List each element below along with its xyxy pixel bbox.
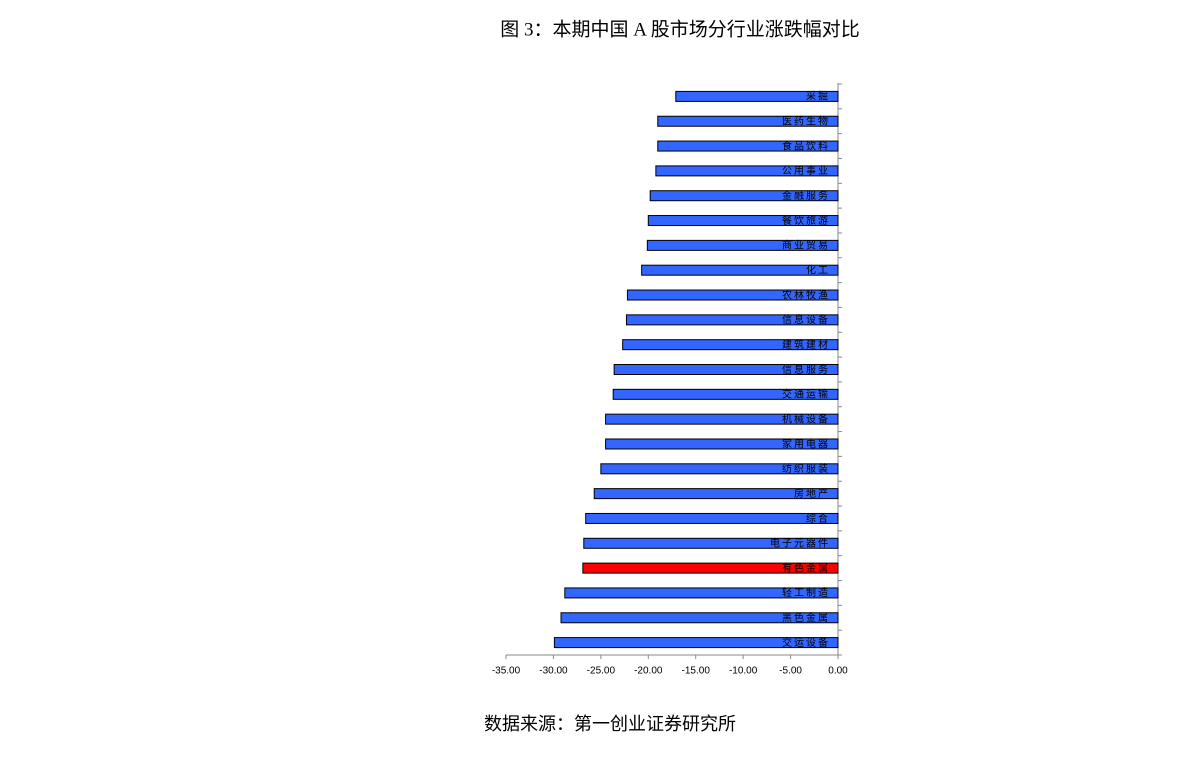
category-label: 轻工制造 <box>782 586 830 599</box>
bar <box>564 587 839 599</box>
category-label: 房地产 <box>794 487 830 500</box>
bar <box>593 488 839 500</box>
bar <box>657 140 839 152</box>
category-label: 电子元器件 <box>770 537 830 550</box>
category-label: 食品饮料 <box>782 139 830 152</box>
category-label: 餐饮旅游 <box>782 214 830 227</box>
category-label: 建筑建材 <box>782 338 830 351</box>
x-tick-label: -15.00 <box>682 666 711 677</box>
category-label: 机械设备 <box>782 412 830 425</box>
bar <box>582 562 839 574</box>
bar <box>613 364 839 375</box>
category-label: 信息服务 <box>782 363 830 376</box>
bar <box>657 115 839 127</box>
category-label: 交运设备 <box>782 636 830 649</box>
bar <box>675 90 839 102</box>
chart-title: 图 3：本期中国 A 股市场分行业涨跌幅对比 <box>500 18 859 40</box>
bar <box>560 612 839 624</box>
category-label: 家用电器 <box>782 437 830 450</box>
x-tick-label: 0.00 <box>828 666 848 677</box>
bar <box>646 239 839 251</box>
category-label: 黑色金属 <box>782 611 830 624</box>
bar <box>647 215 839 227</box>
category-label: 农林牧渔 <box>782 288 830 301</box>
category-label: 公用事业 <box>782 164 830 177</box>
bar <box>600 463 839 475</box>
bar <box>612 388 839 400</box>
bar <box>585 512 839 524</box>
category-label: 商业贸易 <box>782 239 830 252</box>
chart-source: 数据来源：第一创业证券研究所 <box>484 714 736 734</box>
category-label: 医药生物 <box>782 115 830 128</box>
x-tick-label: -25.00 <box>587 666 616 677</box>
bar <box>649 190 839 202</box>
category-label: 交通运输 <box>782 388 830 401</box>
bar <box>625 314 839 326</box>
category-label: 金融服务 <box>782 189 830 202</box>
bar <box>655 165 839 177</box>
bar <box>626 289 839 301</box>
category-label: 纺织服装 <box>782 462 830 475</box>
category-label: 信息设备 <box>782 313 830 326</box>
bar <box>641 264 839 276</box>
category-label: 有色金属 <box>782 561 830 574</box>
bar <box>622 339 839 351</box>
x-tick-label: -30.00 <box>539 666 568 677</box>
category-label: 采掘 <box>806 90 830 103</box>
bar <box>583 537 839 549</box>
bar <box>605 413 839 425</box>
category-label: 化工 <box>806 263 830 276</box>
bar <box>605 438 839 450</box>
bar <box>553 637 839 649</box>
x-tick-label: -5.00 <box>779 666 802 677</box>
x-tick-label: -10.00 <box>729 666 758 677</box>
x-tick-label: -20.00 <box>634 666 663 677</box>
category-label: 综合 <box>806 512 830 525</box>
x-tick-label: -35.00 <box>492 666 521 677</box>
